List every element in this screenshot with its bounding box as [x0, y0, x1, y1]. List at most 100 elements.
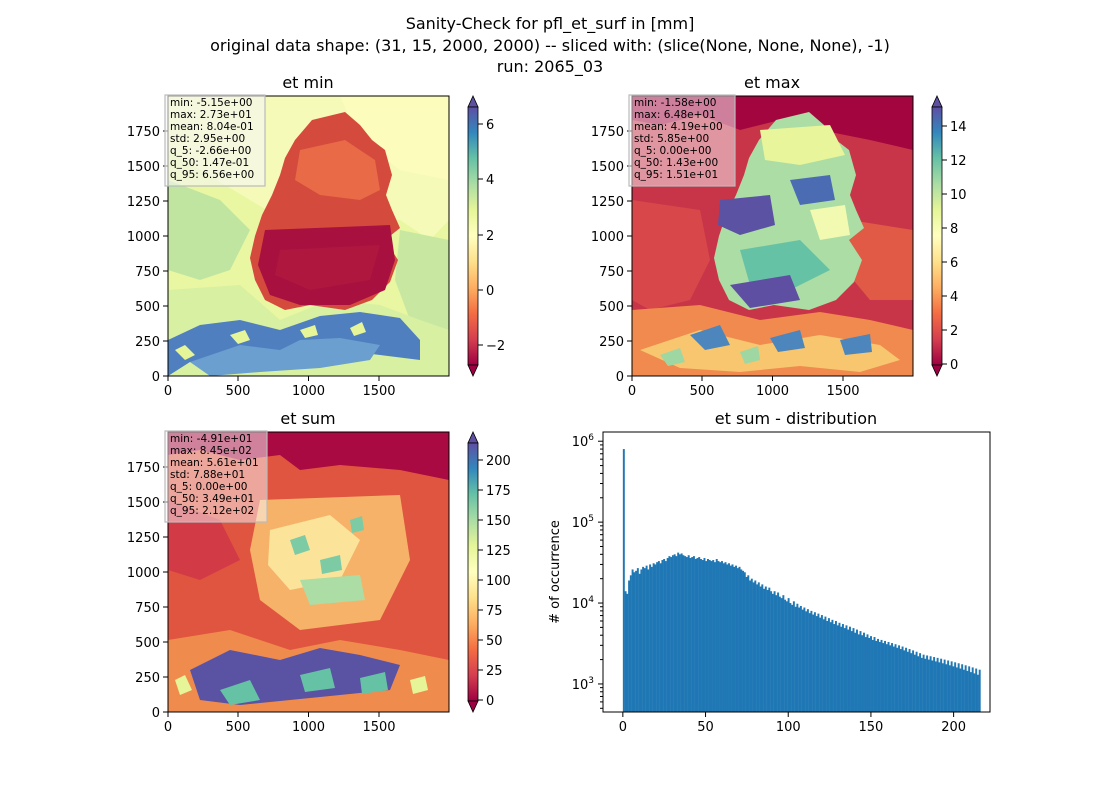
y-axis-label: # of occurrence — [548, 520, 563, 624]
x-tick-label: 0 — [164, 384, 172, 399]
histogram-bar — [643, 568, 646, 712]
histogram-bar — [691, 557, 694, 712]
histogram-bar — [854, 632, 857, 712]
histogram-bar — [896, 647, 899, 712]
x-tick-label: 500 — [690, 384, 715, 399]
histogram-bar — [635, 570, 638, 712]
histogram-bar — [663, 559, 666, 712]
histogram-bar — [877, 638, 879, 712]
histogram-bar — [710, 561, 713, 712]
histogram-bar — [771, 593, 774, 712]
axes-frame — [602, 431, 991, 713]
histogram-bar — [650, 566, 653, 712]
colorbar-extend-min — [467, 364, 479, 377]
histogram-bar — [677, 552, 680, 712]
histogram-bar — [671, 555, 674, 712]
colorbar-tick-label: 10 — [950, 188, 967, 203]
histogram-bar — [670, 557, 673, 712]
y-tick-label: 104 — [572, 595, 595, 612]
histogram-bar — [696, 558, 699, 712]
histogram-bar — [905, 647, 908, 712]
y-tick-label: 1500 — [127, 160, 160, 175]
colorbar-tick-label: 12 — [950, 154, 967, 169]
histogram-bar — [894, 644, 897, 712]
histogram-bar — [794, 606, 797, 712]
histogram-bar — [733, 566, 736, 712]
stat-line: q_50: 1.47e-01 — [170, 157, 249, 169]
histogram-bar — [882, 643, 885, 712]
histogram-bar — [787, 598, 790, 712]
stats-box: min: -1.58e+00 max: 6.48e+01 mean: 4.19e… — [628, 94, 736, 187]
histogram-bar — [756, 584, 759, 712]
histogram-bar — [834, 620, 837, 712]
histogram-bar — [796, 603, 799, 712]
histogram-bar — [685, 557, 688, 712]
stat-line: q_5: 0.00e+00 — [634, 145, 711, 157]
histogram-bar — [943, 659, 946, 712]
histogram-bar — [656, 562, 659, 712]
stats-box: min: -4.91e+01 max: 8.45e+02 mean: 5.61e… — [164, 430, 268, 523]
stat-line: max: 2.73e+01 — [170, 109, 252, 121]
histogram-bar — [668, 556, 671, 712]
x-axis: 0 500 1000 1500 — [628, 376, 860, 399]
y-tick-label: 1000 — [591, 230, 624, 245]
histogram-bar — [845, 625, 848, 712]
histogram-bar — [966, 670, 969, 712]
histogram-bar — [726, 564, 729, 712]
histogram-bar — [975, 668, 978, 712]
histogram-bar — [971, 667, 974, 712]
histogram-bar — [629, 575, 632, 712]
y-tick-label: 1250 — [127, 195, 160, 210]
stat-line: min: -4.91e+01 — [170, 433, 252, 445]
colorbar-gradient — [931, 106, 943, 366]
histogram-bar — [759, 586, 762, 712]
histogram-bar — [913, 654, 916, 712]
histogram-bar — [955, 667, 958, 712]
x-tick-label: 200 — [941, 720, 966, 735]
histogram-bar — [964, 665, 967, 712]
histogram-bar — [961, 664, 964, 712]
histogram-bar — [936, 657, 939, 712]
colorbar-tick-label: 125 — [486, 544, 511, 559]
colorbar-tick-label: 4 — [486, 173, 494, 188]
histogram-bar — [915, 651, 918, 712]
histogram-bar — [773, 591, 776, 712]
histogram-bar — [978, 669, 981, 712]
histogram-bar — [940, 658, 943, 712]
stat-line: q_5: -2.66e+00 — [170, 145, 251, 157]
x-tick-label: 1500 — [362, 384, 395, 399]
colorbar-extend-max — [931, 95, 943, 108]
histogram-bar — [841, 624, 844, 712]
histogram-bar — [934, 661, 937, 712]
x-tick-label: 500 — [226, 384, 251, 399]
stat-line: q_5: 0.00e+00 — [170, 481, 247, 493]
x-tick-label: 0 — [164, 720, 172, 735]
histogram-bar — [705, 561, 708, 712]
x-tick-label: 0 — [628, 384, 636, 399]
histogram-bar — [764, 586, 767, 712]
histogram-bar — [775, 595, 778, 712]
histogram-bar — [763, 588, 766, 712]
histogram-bar — [929, 656, 932, 712]
y-tick-label: 250 — [135, 671, 160, 686]
histogram-bar — [945, 664, 948, 712]
histogram-bar — [840, 626, 843, 712]
histogram-bar — [698, 557, 701, 712]
suptitle-line-3: run: 2065_03 — [497, 57, 603, 77]
stat-line: q_95: 2.12e+02 — [170, 505, 254, 517]
histogram-bar — [628, 580, 631, 712]
histogram-bar — [873, 637, 876, 712]
histogram-bar — [657, 561, 660, 712]
histogram-bar — [906, 651, 909, 712]
histogram-bar — [749, 580, 752, 712]
histogram-bar — [780, 598, 783, 712]
histogram-bars — [622, 449, 981, 712]
y-axis: 103 104 105 106 — [572, 433, 603, 709]
histogram-bar — [829, 622, 832, 712]
y-tick-label: 750 — [599, 265, 624, 280]
histogram-bar — [722, 563, 725, 712]
y-axis: 0 250 500 750 1000 1250 1500 1750 — [591, 125, 632, 385]
histogram-bar — [782, 595, 785, 712]
histogram-bar — [649, 564, 652, 712]
